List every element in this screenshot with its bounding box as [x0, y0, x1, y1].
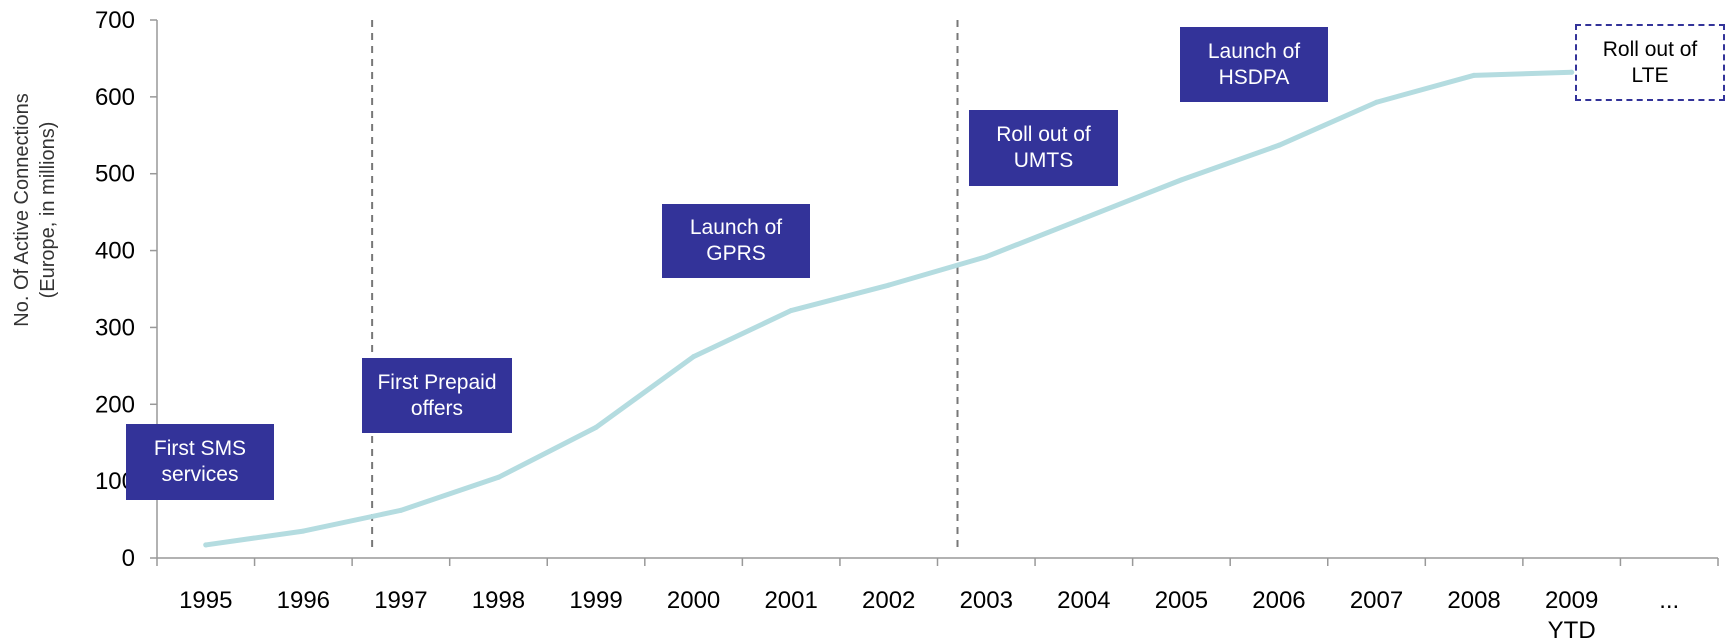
x-tick-label: 1996	[277, 587, 330, 614]
x-tick-label: 2004	[1057, 587, 1110, 614]
x-tick-label: 1999	[569, 587, 622, 614]
x-tick-label: 1997	[374, 587, 427, 614]
series-point	[593, 424, 599, 430]
x-tick-label: 2009 YTD	[1545, 587, 1598, 642]
y-tick-label: 200	[95, 391, 135, 418]
x-tick-label-line: 2003	[960, 587, 1013, 614]
y-axis-title-line-2: (Europe, in millions)	[37, 122, 59, 299]
axes	[150, 19, 1719, 566]
x-tick-label-line: 2000	[667, 587, 720, 614]
series-point	[203, 542, 209, 548]
series-point	[1569, 69, 1575, 75]
x-tick-label: 2003	[960, 587, 1013, 614]
x-tick-label: 2002	[862, 587, 915, 614]
series-point	[495, 474, 501, 480]
milestone-label: First SMS services	[126, 424, 274, 500]
x-tick-label-line: 1995	[179, 587, 232, 614]
x-tick-label-line: 2009	[1545, 587, 1598, 614]
x-tick-labels: 1995 1996 1997 1998 1999 2000 2001 2002 2003 2004…	[179, 587, 1679, 642]
x-tick-label-line: 2007	[1350, 587, 1403, 614]
x-tick-label-line: 2002	[862, 587, 915, 614]
milestone-label: Roll out of LTE	[1575, 24, 1725, 101]
series-point	[300, 528, 306, 534]
series-point	[983, 254, 989, 260]
x-tick-label-line: 1996	[277, 587, 330, 614]
y-axis-title-line-1: No. Of Active Connections	[11, 93, 33, 326]
vertical-markers	[371, 20, 959, 548]
x-tick-label: 2005	[1155, 587, 1208, 614]
milestone-label: Launch of HSDPA	[1180, 27, 1328, 102]
x-tick-label: 2007	[1350, 587, 1403, 614]
series-point	[398, 507, 404, 513]
milestone-label: Roll out of UMTS	[969, 110, 1118, 186]
series-layer	[203, 69, 1575, 548]
x-tick-label-line: 1999	[569, 587, 622, 614]
y-axis-title: No. Of Active Connections (Europe, in mi…	[11, 93, 59, 326]
x-tick-label: 1998	[472, 587, 525, 614]
x-tick-label-line: YTD	[1548, 617, 1596, 642]
x-tick-label: 2006	[1252, 587, 1305, 614]
x-tick-label-line: 2004	[1057, 587, 1110, 614]
x-tick-label-line: 2008	[1447, 587, 1500, 614]
series-point	[1081, 215, 1087, 221]
series-point	[1178, 177, 1184, 183]
x-tick-label-line: 2001	[764, 587, 817, 614]
milestone-label: First Prepaid offers	[362, 358, 512, 433]
x-tick-label: 2000	[667, 587, 720, 614]
x-tick-label-line: 2005	[1155, 587, 1208, 614]
x-tick-label: 2008	[1447, 587, 1500, 614]
series-point	[1471, 72, 1477, 78]
milestone-label: Launch of GPRS	[662, 204, 810, 278]
series-point	[691, 354, 697, 360]
series-line	[203, 69, 1575, 548]
series-point	[788, 308, 794, 314]
x-tick-label-line: 1998	[472, 587, 525, 614]
y-tick-label: 400	[95, 238, 135, 265]
y-tick-label: 0	[122, 545, 135, 572]
series-point	[1276, 142, 1282, 148]
x-tick-label-line: 2006	[1252, 587, 1305, 614]
y-tick-label: 300	[95, 314, 135, 341]
y-tick-label: 700	[95, 7, 135, 34]
y-tick-label: 600	[95, 84, 135, 111]
x-tick-label: 2001	[764, 587, 817, 614]
x-tick-label: 1995	[179, 587, 232, 614]
x-tick-label: ...	[1659, 587, 1679, 614]
y-tick-label: 500	[95, 161, 135, 188]
x-tick-label-line: 1997	[374, 587, 427, 614]
x-tick-label-line: ...	[1659, 587, 1679, 614]
series-point	[886, 282, 892, 288]
series-point	[1374, 99, 1380, 105]
